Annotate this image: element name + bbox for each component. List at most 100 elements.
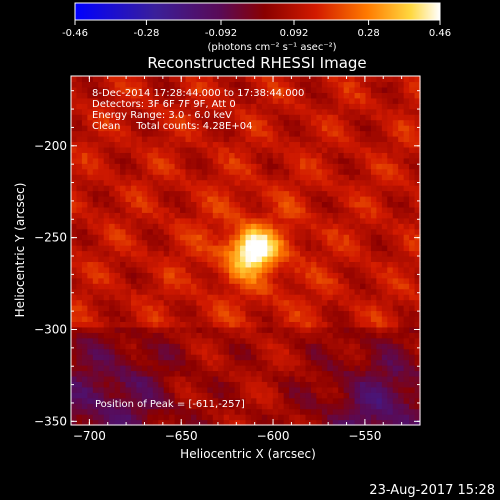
heatmap-cell bbox=[158, 234, 165, 241]
heatmap-cell bbox=[87, 283, 94, 290]
heatmap-cell bbox=[136, 397, 143, 404]
heatmap-cell bbox=[310, 315, 317, 322]
heatmap-cell bbox=[256, 375, 263, 382]
heatmap-cell bbox=[218, 206, 225, 213]
heatmap-cell bbox=[392, 261, 399, 268]
heatmap-cell bbox=[349, 92, 356, 99]
heatmap-cell bbox=[120, 266, 127, 273]
heatmap-cell bbox=[283, 114, 290, 121]
heatmap-cell bbox=[152, 152, 159, 159]
heatmap-cell bbox=[169, 125, 176, 132]
heatmap-cell bbox=[141, 157, 148, 164]
heatmap-cell bbox=[354, 348, 361, 355]
heatmap-cell bbox=[136, 223, 143, 230]
heatmap-cell bbox=[392, 305, 399, 312]
heatmap-cell bbox=[300, 299, 307, 306]
heatmap-cell bbox=[392, 359, 399, 366]
heatmap-cell bbox=[81, 206, 88, 213]
heatmap-cell bbox=[305, 239, 312, 246]
heatmap-cell bbox=[289, 310, 296, 317]
heatmap-cell bbox=[261, 195, 268, 203]
heatmap-cell bbox=[300, 266, 307, 273]
heatmap-cell bbox=[229, 174, 236, 181]
heatmap-cell bbox=[381, 305, 388, 312]
observation-info: 8-Dec-2014 17:28:44.000 to 17:38:44.000 … bbox=[92, 88, 304, 410]
heatmap-cell bbox=[409, 195, 416, 203]
heatmap-cell bbox=[360, 97, 367, 104]
heatmap-cell bbox=[92, 419, 99, 426]
heatmap-cell bbox=[174, 179, 181, 186]
heatmap-cell bbox=[152, 294, 159, 301]
heatmap-cell bbox=[300, 152, 307, 159]
heatmap-cell bbox=[98, 250, 105, 257]
heatmap-cell bbox=[294, 337, 301, 344]
heatmap-cell bbox=[343, 201, 350, 208]
heatmap-cell bbox=[245, 354, 252, 361]
heatmap-cell bbox=[109, 272, 116, 279]
heatmap-cell bbox=[223, 403, 230, 410]
heatmap-cell bbox=[316, 288, 323, 295]
heatmap-cell bbox=[289, 386, 296, 393]
heatmap-cell bbox=[169, 245, 176, 252]
heatmap-cell bbox=[250, 141, 258, 148]
heatmap-cell bbox=[196, 179, 203, 186]
heatmap-cell bbox=[190, 305, 198, 312]
heatmap-cell bbox=[201, 343, 208, 350]
heatmap-cell bbox=[376, 310, 383, 317]
heatmap-cell bbox=[185, 108, 192, 115]
heatmap-cell bbox=[250, 272, 258, 279]
heatmap-cell bbox=[327, 108, 334, 115]
heatmap-cell bbox=[278, 152, 285, 159]
heatmap-cell bbox=[310, 288, 317, 295]
heatmap-cell bbox=[87, 168, 94, 175]
heatmap-cell bbox=[409, 255, 416, 263]
heatmap-cell bbox=[354, 195, 361, 203]
heatmap-cell bbox=[245, 294, 252, 301]
heatmap-cell bbox=[212, 92, 219, 99]
heatmap-cell bbox=[234, 359, 241, 366]
heatmap-cell bbox=[87, 92, 94, 99]
heatmap-cell bbox=[300, 375, 307, 382]
heatmap-cell bbox=[250, 239, 258, 246]
heatmap-cell bbox=[261, 337, 268, 344]
heatmap-cell bbox=[180, 403, 187, 410]
heatmap-cell bbox=[376, 332, 383, 339]
heatmap-cell bbox=[283, 103, 290, 110]
heatmap-cell bbox=[71, 414, 78, 421]
heatmap-cell bbox=[343, 212, 350, 219]
heatmap-cell bbox=[354, 135, 361, 143]
heatmap-cell bbox=[332, 119, 339, 126]
heatmap-cell bbox=[392, 179, 399, 186]
heatmap-cell bbox=[141, 348, 148, 355]
heatmap-cell bbox=[152, 185, 159, 192]
heatmap-cell bbox=[300, 348, 307, 355]
heatmap-cell bbox=[76, 332, 83, 339]
heatmap-cell bbox=[98, 195, 105, 203]
heatmap-cell bbox=[76, 212, 83, 219]
heatmap-cell bbox=[240, 97, 247, 104]
heatmap-cell bbox=[338, 239, 345, 246]
plot-frame bbox=[70, 75, 421, 426]
heatmap-cell bbox=[256, 179, 263, 186]
heatmap-cell bbox=[387, 315, 394, 322]
heatmap-cell bbox=[327, 305, 334, 312]
heatmap-cell bbox=[381, 288, 388, 295]
heatmap-cell bbox=[141, 414, 148, 421]
heatmap-cell bbox=[267, 245, 274, 252]
heatmap-cell bbox=[403, 315, 410, 322]
heatmap-cell bbox=[141, 310, 148, 317]
heatmap-cell bbox=[218, 294, 225, 301]
heatmap-cell bbox=[316, 272, 323, 279]
heatmap-cell bbox=[305, 299, 312, 306]
heatmap-cell bbox=[207, 283, 214, 290]
heatmap-cell bbox=[278, 277, 285, 284]
heatmap-cell bbox=[109, 163, 116, 170]
heatmap-cell bbox=[180, 217, 187, 224]
heatmap-cell bbox=[398, 277, 405, 284]
heatmap-cell bbox=[223, 97, 230, 104]
heatmap-cell bbox=[310, 135, 317, 143]
heatmap-cell bbox=[229, 234, 236, 241]
heatmap-cell bbox=[196, 414, 203, 421]
heatmap-cell bbox=[169, 81, 176, 88]
heatmap-cell bbox=[338, 92, 345, 99]
